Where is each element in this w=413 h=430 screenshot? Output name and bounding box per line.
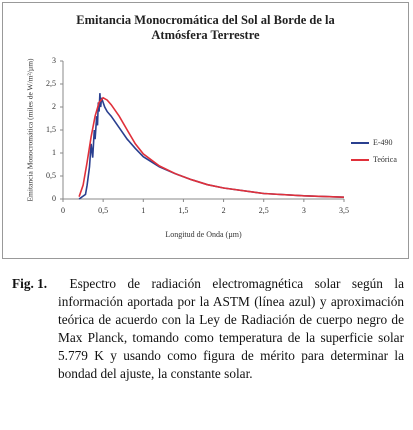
y-tick-label: 2 [52,102,56,111]
y-tick-label: 2,5 [46,79,56,88]
y-tick-label: 1 [52,148,56,157]
x-tick-label: 0 [61,206,65,215]
chart-title: Emitancia Monocromática del Sol al Borde… [76,13,335,42]
y-tick-label: 0,5 [46,171,56,180]
x-tick-label: 3,5 [339,206,349,215]
x-tick-label: 2 [222,206,226,215]
chart: 0 0,5 1 1,5 2 2,5 3 0 0,5 1 1,5 2 2,5 3 3,5 Longitud de… [26,56,398,239]
x-axis-label: Longitud de Onda (µm) [165,230,242,239]
caption-text: Espectro de radiación electromagnética s… [58,276,404,381]
x-tick-label: 3 [302,206,306,215]
x-tick-label: 1,5 [178,206,188,215]
series-line [78,93,345,200]
x-tick-label: 0,5 [98,206,108,215]
series-line [78,96,345,198]
y-axis-label: Emitancia Monocromática (miles de W/m²/µ… [26,58,35,202]
caption: Fig. 1. Espectro de radiación electromag… [12,275,404,383]
y-tick-label: 1,5 [46,125,56,134]
legend-label: E-490 [373,138,393,147]
x-tick-label: 1 [141,206,145,215]
legend-label: Teórica [373,155,397,164]
y-tick-label: 3 [52,56,56,65]
figure: Emitancia Monocromática del Sol al Borde… [2,2,409,259]
y-tick-label: 0 [52,194,56,203]
caption-label: Fig. 1. [12,276,48,291]
x-tick-label: 2,5 [259,206,269,215]
